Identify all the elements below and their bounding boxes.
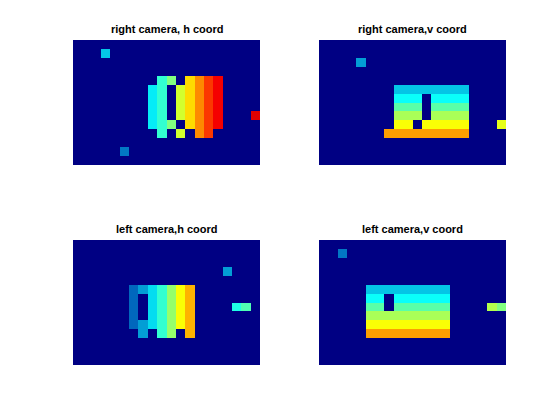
svg-text:right camera,v coord: right camera,v coord (358, 23, 467, 35)
svg-text:right camera, h coord: right camera, h coord (111, 23, 223, 35)
svg-text:left camera,h coord: left camera,h coord (116, 223, 217, 235)
svg-text:left camera,v coord: left camera,v coord (362, 223, 463, 235)
